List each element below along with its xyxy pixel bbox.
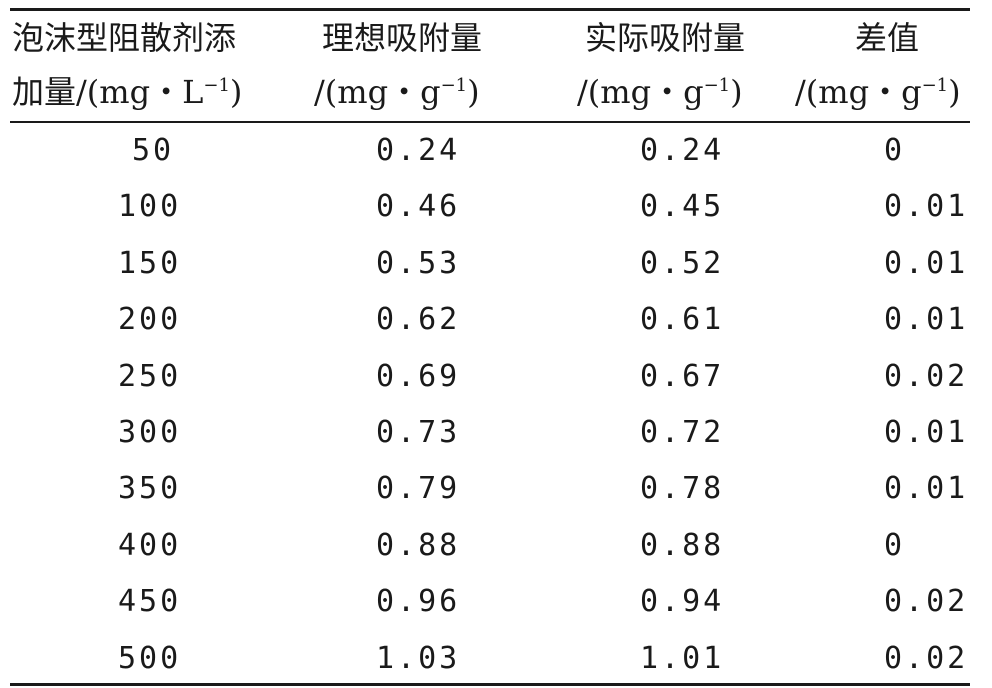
cell-difference: 0.01 <box>884 471 969 506</box>
cell-difference: 0 <box>884 133 906 168</box>
cell-actual-adsorption: 0.78 <box>640 471 725 506</box>
header-ideal-adsorption-unit: /(mg・g−1) <box>314 73 480 111</box>
header-difference-unit: /(mg・g−1) <box>795 73 961 111</box>
cell-ideal-adsorption: 0.96 <box>376 584 461 619</box>
cell-dosage: 200 <box>118 302 182 337</box>
cell-dosage: 400 <box>118 528 182 563</box>
cell-dosage: 50 <box>132 133 175 168</box>
cell-difference: 0.02 <box>884 359 969 394</box>
cell-actual-adsorption: 0.61 <box>640 302 725 337</box>
cell-actual-adsorption: 0.94 <box>640 584 725 619</box>
header-dosage-line1: 泡沫型阻散剂添 <box>12 19 237 57</box>
cell-dosage: 450 <box>118 584 182 619</box>
header-ideal-adsorption-line1: 理想吸附量 <box>322 19 483 57</box>
cell-difference: 0.02 <box>884 584 969 619</box>
cell-ideal-adsorption: 0.73 <box>376 415 461 450</box>
cell-difference: 0.01 <box>884 189 969 224</box>
cell-dosage: 250 <box>118 359 182 394</box>
cell-actual-adsorption: 0.45 <box>640 189 725 224</box>
cell-actual-adsorption: 0.67 <box>640 359 725 394</box>
cell-actual-adsorption: 0.88 <box>640 528 725 563</box>
cell-difference: 0.02 <box>884 641 969 676</box>
header-actual-adsorption-unit: /(mg・g−1) <box>577 73 743 111</box>
cell-dosage: 500 <box>118 641 182 676</box>
cell-dosage: 150 <box>118 246 182 281</box>
cell-dosage: 350 <box>118 471 182 506</box>
cell-actual-adsorption: 0.72 <box>640 415 725 450</box>
cell-difference: 0.01 <box>884 302 969 337</box>
header-actual-adsorption-line1: 实际吸附量 <box>585 19 746 57</box>
cell-ideal-adsorption: 0.62 <box>376 302 461 337</box>
cell-ideal-adsorption: 0.53 <box>376 246 461 281</box>
cell-ideal-adsorption: 0.79 <box>376 471 461 506</box>
cell-difference: 0 <box>884 528 906 563</box>
cell-ideal-adsorption: 0.69 <box>376 359 461 394</box>
cell-actual-adsorption: 1.01 <box>640 641 725 676</box>
header-dosage-unit: 加量/(mg・L−1) <box>12 73 243 111</box>
cell-difference: 0.01 <box>884 246 969 281</box>
cell-dosage: 300 <box>118 415 182 450</box>
cell-actual-adsorption: 0.52 <box>640 246 725 281</box>
cell-actual-adsorption: 0.24 <box>640 133 725 168</box>
cell-ideal-adsorption: 0.46 <box>376 189 461 224</box>
cell-ideal-adsorption: 0.24 <box>376 133 461 168</box>
cell-dosage: 100 <box>118 189 182 224</box>
table-header-rule <box>10 121 970 123</box>
header-difference-line1: 差值 <box>855 19 920 57</box>
cell-difference: 0.01 <box>884 415 969 450</box>
table-top-rule <box>10 8 970 11</box>
cell-ideal-adsorption: 0.88 <box>376 528 461 563</box>
cell-ideal-adsorption: 1.03 <box>376 641 461 676</box>
table-bottom-rule <box>10 683 970 686</box>
